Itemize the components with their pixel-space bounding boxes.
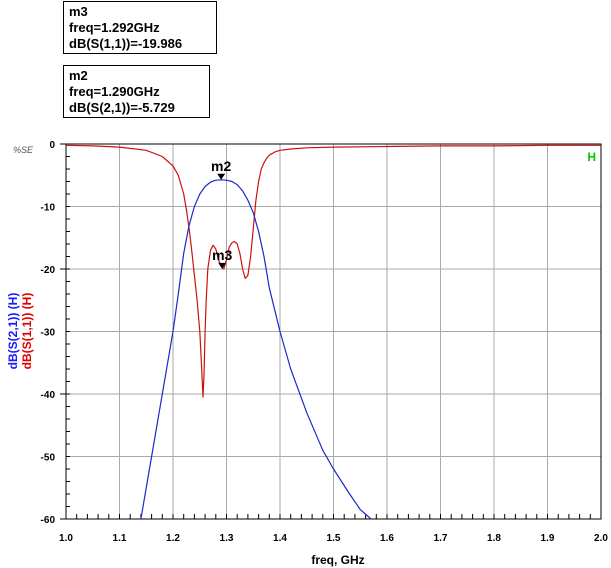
y-axis-title-part: dB(S(2,1)) (H) <box>6 293 20 370</box>
marker-readout-m2: m2 freq=1.290GHz dB(S(2,1))=-5.729 <box>63 65 210 118</box>
x-tick-label: 1.7 <box>434 533 448 544</box>
x-tick-label: 1.0 <box>59 533 73 544</box>
y-tick-label: -30 <box>41 328 56 339</box>
plot-frame <box>65 143 602 520</box>
x-tick-label: 2.0 <box>594 533 608 544</box>
x-tick-label: 1.4 <box>273 533 287 544</box>
marker-m2-triangle <box>217 173 226 180</box>
x-tick-label: 1.1 <box>113 533 127 544</box>
y-tick-label: -60 <box>41 515 56 526</box>
series-line-1 <box>65 144 601 398</box>
x-tick-label: 1.9 <box>541 533 555 544</box>
marker-readout-m3: m3 freq=1.292GHz dB(S(1,1))=-19.986 <box>63 1 217 54</box>
x-axis-title: freq, GHz <box>311 553 364 567</box>
markers-layer: m2 m3 <box>211 158 233 269</box>
marker-name: m3 <box>69 4 88 19</box>
x-tick-label: 1.2 <box>166 533 180 544</box>
series-line-2 <box>140 179 372 520</box>
y-axis-title-part: dB(S(1,1)) (H) <box>20 293 34 370</box>
axes: 1.0 1.1 1.2 1.3 1.4 1.5 1.6 1.7 1.8 1.9 2.0 0 -20 -40… <box>41 140 609 544</box>
y-tick-label: -20 <box>41 265 56 276</box>
marker-m3-label: m3 <box>212 247 232 263</box>
marker-frequency: freq=1.290GHz <box>69 84 160 99</box>
legend-tag: H <box>587 150 596 164</box>
grid-lines <box>65 143 602 520</box>
y-tick-label: -10 <box>41 203 56 214</box>
marker-m3-triangle <box>218 262 227 269</box>
y-axis-title: dB(S(2,1)) (H)dB(S(1,1)) (H) <box>6 293 34 370</box>
series-layer <box>65 144 601 520</box>
x-tick-label: 1.6 <box>380 533 394 544</box>
x-tick-label: 1.8 <box>487 533 501 544</box>
marker-name: m2 <box>69 68 88 83</box>
marker-value: dB(S(2,1))=-5.729 <box>69 100 175 115</box>
y-tick-label: 0 <box>49 140 55 151</box>
marker-value: dB(S(1,1))=-19.986 <box>69 36 183 51</box>
corner-label: %SE <box>13 145 34 155</box>
marker-frequency: freq=1.292GHz <box>69 20 160 35</box>
y-tick-label: -40 <box>41 390 56 401</box>
marker-m2-label: m2 <box>211 158 231 174</box>
y-tick-label: -50 <box>41 453 56 464</box>
x-tick-label: 1.5 <box>327 533 341 544</box>
x-tick-label: 1.3 <box>220 533 234 544</box>
